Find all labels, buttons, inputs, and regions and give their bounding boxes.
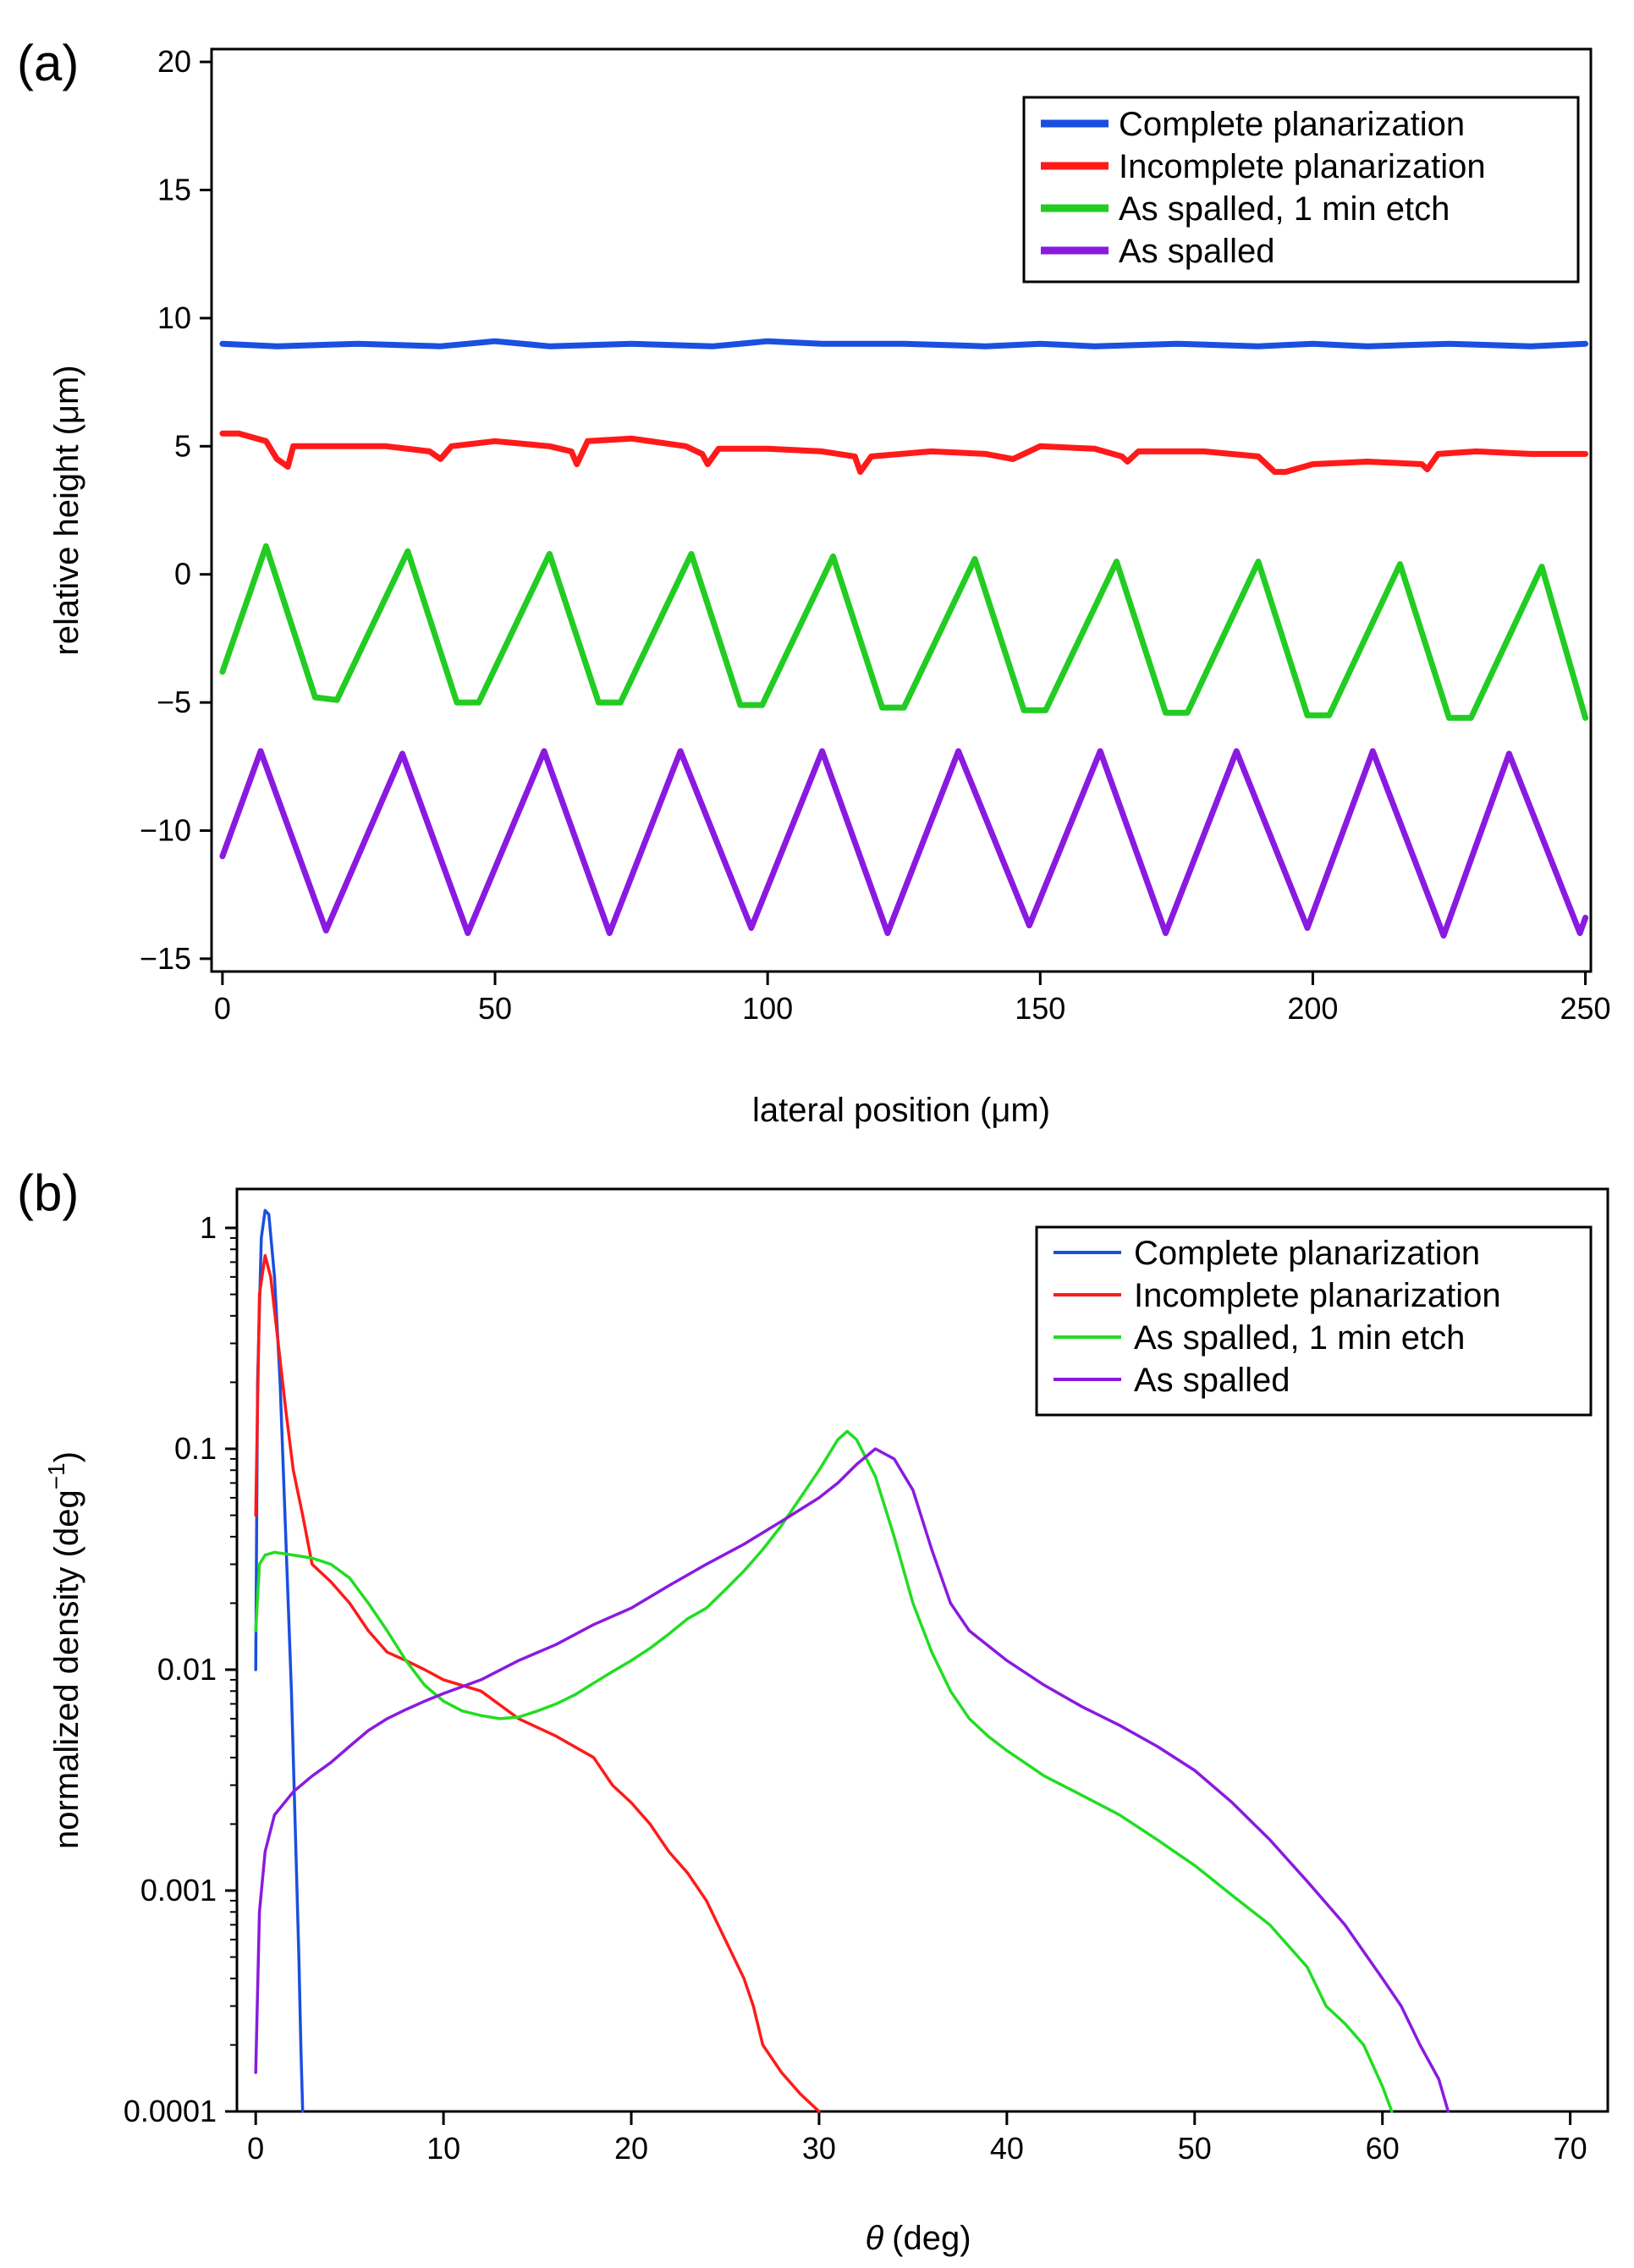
panel-a-plot-frame — [210, 47, 1593, 973]
panel-a-y-tick-label: −15 — [140, 941, 191, 976]
panel-b-x-tick-label: 0 — [247, 2131, 264, 2166]
panel-a-x-axis-title: lateral position (μm) — [752, 1092, 1050, 1129]
panel-a-y-tick-label: 10 — [157, 300, 191, 335]
panel-a-y-axis-title: relative height (μm) — [48, 365, 85, 655]
panel-a-y-tick-label: −5 — [157, 685, 191, 719]
panel-b-x-tick-label: 50 — [1178, 2131, 1212, 2166]
panel-b-y-axis: 1 0.1 0.01 0.001 0.0001 — [124, 1210, 237, 2128]
panel-b-legend-label-3: As spalled — [1134, 1362, 1290, 1399]
panel-b-x-tick-label: 20 — [614, 2131, 648, 2166]
panel-b-plot-frame — [235, 1187, 1609, 2113]
panel-a-x-tick-label: 0 — [214, 991, 231, 1026]
panel-b-legend-label-0: Complete planarization — [1134, 1235, 1480, 1272]
panel-b-y-axis-title: normalized density (deg−1) — [43, 1451, 85, 1849]
panel-b-x-axis-unit: (deg) — [892, 2220, 971, 2257]
panel-a-y-tick-label: 0 — [174, 557, 191, 592]
panel-a-x-tick-label: 50 — [478, 991, 512, 1026]
panel-b-series — [254, 1208, 1450, 2113]
panel-a-legend-label-0: Complete planarization — [1119, 106, 1465, 143]
panel-a-x-tick-label: 200 — [1287, 991, 1338, 1026]
panel-a-series — [219, 338, 1589, 939]
panel-a-series-line-0 — [219, 338, 1589, 350]
panel-b-x-tick-label: 60 — [1366, 2131, 1400, 2166]
panel-b-x-tick-label: 10 — [426, 2131, 460, 2166]
panel-b-y-tick-label: 1 — [200, 1210, 217, 1245]
panel-a-y-tick-label: −10 — [140, 812, 191, 847]
panel-b-series-line-3 — [254, 1447, 1450, 2113]
panel-a-legend-box — [1022, 96, 1580, 284]
panel-a-x-tick-label: 100 — [742, 991, 793, 1026]
panel-b-y-tick-label: 0.0001 — [124, 2094, 217, 2128]
panel-a-x-axis: 0 50 100 150 200 250 — [214, 972, 1611, 1026]
panel-b-series-line-2 — [254, 1429, 1394, 2113]
panel-a-y-tick-label: 5 — [174, 428, 191, 463]
panel-a-x-tick-label: 150 — [1015, 991, 1065, 1026]
panel-a-series-line-1 — [219, 430, 1589, 476]
panel-b-y-tick-label: 0.001 — [140, 1873, 217, 1907]
panel-a-legend-label-2: As spalled, 1 min etch — [1119, 190, 1450, 228]
panel-b-y-tick-label: 0.1 — [174, 1431, 217, 1466]
panel-a-y-axis: 20 15 10 5 0 −5 −10 −15 — [140, 44, 212, 976]
panel-a-label: (a) — [17, 35, 79, 91]
panel-a-x-tick-label: 250 — [1560, 991, 1611, 1026]
panel-a-y-tick-label: 15 — [157, 173, 191, 207]
panel-a-y-tick-label: 20 — [157, 44, 191, 79]
panel-b-y-axis-title-exponent: −1 — [43, 1462, 69, 1489]
panel-b-legend: Complete planarization Incomplete planar… — [1035, 1225, 1593, 1417]
panel-b-legend-label-1: Incomplete planarization — [1134, 1277, 1501, 1314]
panel-b-x-tick-label: 70 — [1554, 2131, 1587, 2166]
panel-b-label: (b) — [17, 1164, 79, 1221]
panel-a-legend-label-1: Incomplete planarization — [1119, 148, 1486, 185]
panel-b-legend-box — [1035, 1225, 1593, 1417]
panel-b-series-line-0 — [254, 1208, 305, 2113]
panel-a-legend: Complete planarization Incomplete planar… — [1022, 96, 1580, 284]
panel-b-x-axis-symbol: θ — [865, 2220, 883, 2257]
panel-a-series-line-2 — [219, 542, 1589, 721]
panel-b-x-axis: 0 10 20 30 40 50 60 70 — [247, 2111, 1587, 2166]
panel-a-legend-label-3: As spalled — [1119, 233, 1275, 270]
panel-b-x-axis-title: θ (deg) — [865, 2220, 971, 2257]
panel-b-x-tick-label: 40 — [990, 2131, 1024, 2166]
panel-b-y-axis-title-close: ) — [48, 1451, 85, 1462]
panel-b-y-tick-label: 0.01 — [157, 1652, 217, 1687]
panel-a-series-line-3 — [219, 748, 1589, 939]
panel-b-legend-label-2: As spalled, 1 min etch — [1134, 1319, 1465, 1357]
panel-b-y-axis-title-main: normalized density (deg — [48, 1489, 85, 1849]
panel-b-x-tick-label: 30 — [802, 2131, 836, 2166]
panel-b-series-line-1 — [254, 1253, 821, 2113]
